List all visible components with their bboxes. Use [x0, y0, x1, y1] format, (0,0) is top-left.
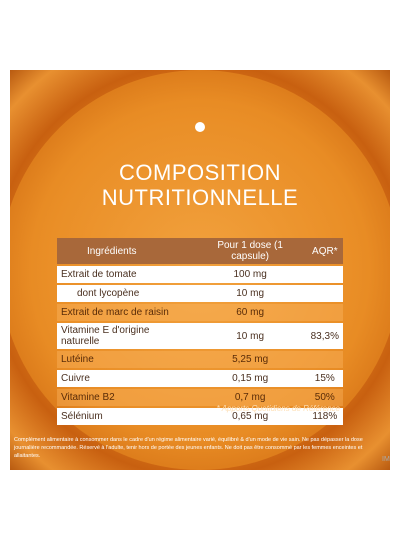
- table-row: Cuivre 0,15 mg 15%: [57, 370, 343, 387]
- orange-panel: COMPOSITION NUTRITIONNELLE Ingrédients Po…: [10, 70, 390, 470]
- table-cell: [306, 304, 343, 321]
- dot: [195, 122, 205, 132]
- table-cell: Vitamine E d'origine naturelle: [57, 323, 194, 349]
- table-cell: Cuivre: [57, 370, 194, 387]
- disclaimer: Complément alimentaire à consommer dans …: [14, 437, 363, 459]
- nutrition-table: Ingrédients Pour 1 dose (1 capsule) AQR* Ex…: [57, 236, 343, 427]
- table-cell: 60 mg: [193, 304, 307, 321]
- table-cell: 15%: [306, 370, 343, 387]
- column-header: Ingrédients: [57, 238, 194, 264]
- column-header: Pour 1 dose (1 capsule): [193, 238, 307, 264]
- table-cell: 5,25 mg: [193, 351, 307, 368]
- title-line: COMPOSITION: [119, 160, 281, 185]
- table-cell: 10 mg: [193, 285, 307, 302]
- table-cell: 118%: [306, 408, 343, 425]
- header-row: Ingrédients Pour 1 dose (1 capsule) AQR*: [57, 238, 343, 264]
- table-cell: Extrait de tomate: [57, 266, 194, 283]
- table-row: Vitamine E d'origine naturelle 10 mg 83,3%: [57, 323, 343, 349]
- title: COMPOSITION NUTRITIONNELLE: [10, 160, 390, 210]
- table-cell: 10 mg: [193, 323, 307, 349]
- table-cell: Lutéine: [57, 351, 194, 368]
- table-cell: [306, 285, 343, 302]
- footnote: * Apports Quotidiens de Référence: [216, 404, 340, 413]
- table-cell: 0,15 mg: [193, 370, 307, 387]
- table-cell: 50%: [306, 389, 343, 406]
- table-cell: [306, 351, 343, 368]
- table-cell: Extrait de marc de raisin: [57, 304, 194, 321]
- table-row: Vitamine B2 0,7 mg 50%: [57, 389, 343, 406]
- table-row: Extrait de tomate 100 mg: [57, 266, 343, 283]
- table-cell: 83,3%: [306, 323, 343, 349]
- table-cell: dont lycopène: [57, 285, 194, 302]
- table-cell: 100 mg: [193, 266, 307, 283]
- title-line: NUTRITIONNELLE: [101, 185, 299, 210]
- table-cell: 0,65 mg: [193, 408, 307, 425]
- table-row: Sélénium 0,65 mg 118%: [57, 408, 343, 425]
- table-cell: Vitamine B2: [57, 389, 194, 406]
- column-header: AQR*: [306, 238, 343, 264]
- table-row: dont lycopène 10 mg: [57, 285, 343, 302]
- table-cell: 0,7 mg: [193, 389, 307, 406]
- table-cell: [306, 266, 343, 283]
- table-row: Lutéine 5,25 mg: [57, 351, 343, 368]
- logo: IM: [382, 456, 390, 463]
- table-cell: Sélénium: [57, 408, 194, 425]
- table-row: Extrait de marc de raisin 60 mg: [57, 304, 343, 321]
